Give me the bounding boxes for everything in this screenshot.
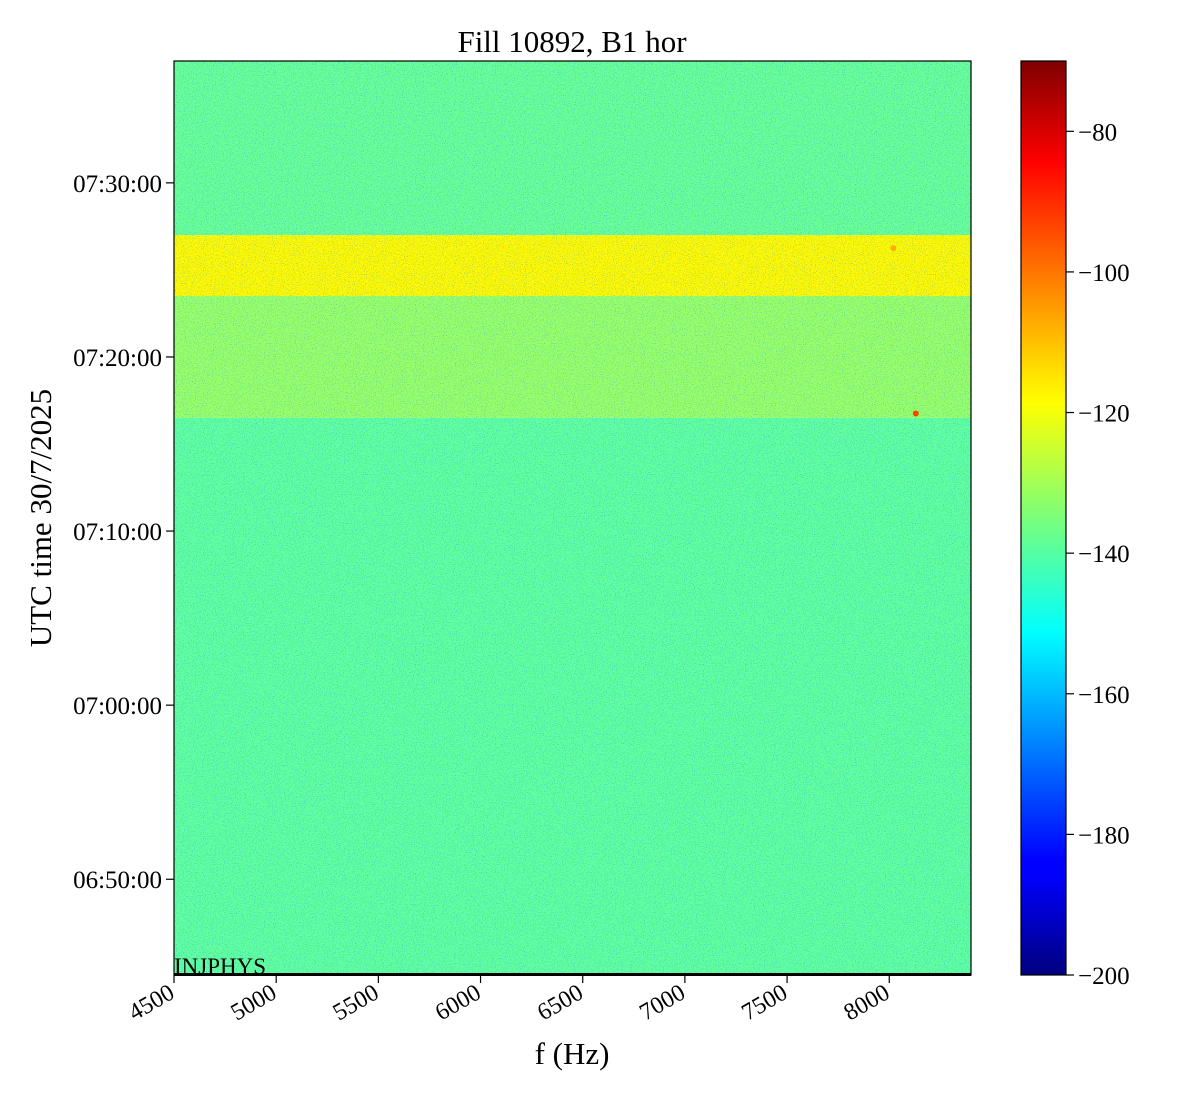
colorbar-tick-label: −120 bbox=[1078, 401, 1130, 428]
annotation-label: INJPHYS bbox=[174, 954, 266, 979]
y-tick-label: 07:10:00 bbox=[73, 519, 162, 546]
x-tick-label: 5000 bbox=[227, 980, 282, 1027]
y-tick-label: 07:20:00 bbox=[73, 345, 162, 372]
plot-area bbox=[174, 61, 971, 975]
hotspots-layer bbox=[890, 245, 919, 417]
y-axis: 06:50:00 07:00:00 07:10:00 07:20:00 07:30:00 bbox=[73, 171, 174, 894]
colorbar-tick-label: −180 bbox=[1078, 822, 1130, 849]
y-tick-label: 07:00:00 bbox=[73, 693, 162, 720]
x-axis-label: f (Hz) bbox=[535, 1036, 610, 1071]
colorbar-ticks: −80 −100 −120 −140 −160 −180 −200 bbox=[1066, 119, 1130, 990]
x-tick-label: 6500 bbox=[533, 980, 588, 1027]
hotspot-1 bbox=[890, 245, 897, 252]
x-tick-label: 8000 bbox=[840, 980, 895, 1027]
x-tick-label: 4500 bbox=[124, 980, 179, 1027]
colorbar-tick-label: −100 bbox=[1078, 260, 1130, 287]
noise-texture-yellow bbox=[174, 61, 971, 975]
colorbar-tick-label: −200 bbox=[1078, 963, 1130, 990]
colorbar-tick-label: −80 bbox=[1078, 119, 1117, 146]
y-tick-label: 06:50:00 bbox=[73, 867, 162, 894]
x-tick-label: 6000 bbox=[431, 980, 486, 1027]
colorbar-tick-label: −140 bbox=[1078, 541, 1130, 568]
x-tick-label: 7000 bbox=[635, 980, 690, 1027]
x-axis: 4500 5000 5500 6000 6500 7000 7500 8000 bbox=[124, 975, 894, 1026]
hotspot-0 bbox=[912, 410, 919, 417]
x-tick-label: 5500 bbox=[329, 980, 384, 1027]
y-axis-label: UTC time 30/7/2025 bbox=[23, 389, 58, 647]
colorbar: −80 −100 −120 −140 −160 −180 −200 bbox=[1020, 60, 1130, 990]
y-tick-label: 07:30:00 bbox=[73, 171, 162, 198]
colorbar-tick-label: −160 bbox=[1078, 682, 1130, 709]
colorbar-gradient bbox=[1020, 60, 1067, 976]
chart-title: Fill 10892, B1 hor bbox=[457, 24, 687, 59]
x-tick-label: 7500 bbox=[738, 980, 793, 1027]
